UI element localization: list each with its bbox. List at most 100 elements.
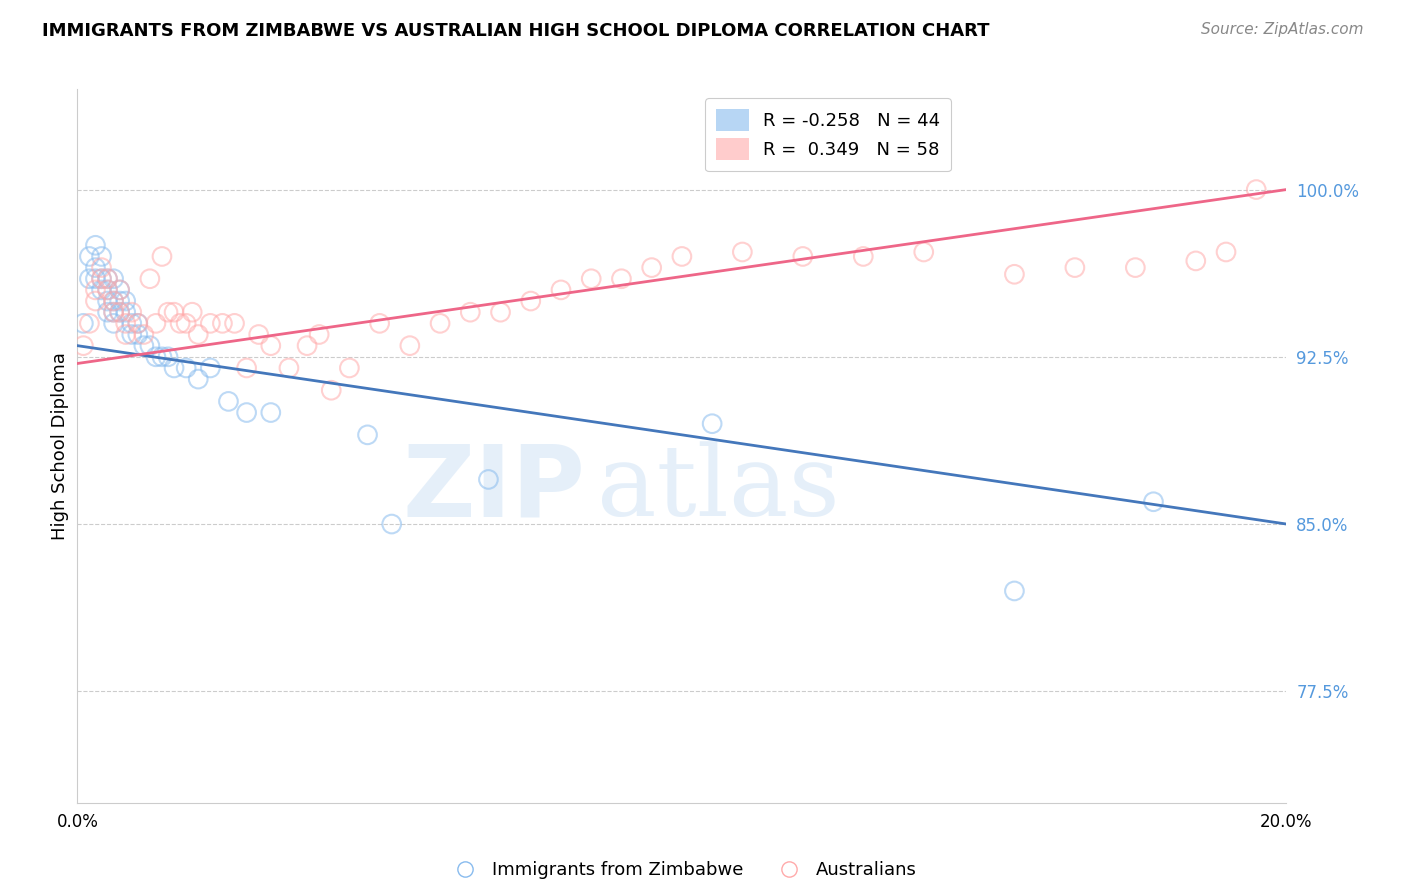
Point [139,272,162,286]
Point [96,283,118,297]
Point [702,417,724,431]
Point [90,272,112,286]
Point [103,305,125,319]
Point [108,293,131,308]
Point [1142,494,1164,508]
Point [381,517,404,532]
Point [337,361,360,376]
Point [114,327,136,342]
Point [114,293,136,308]
Point [912,244,935,259]
Point [1004,584,1026,599]
Point [72,338,94,352]
Point [211,317,233,331]
Point [321,384,343,398]
Point [103,293,125,308]
Point [84,283,107,297]
Point [260,405,283,419]
Point [174,361,197,376]
Point [96,272,118,286]
Point [641,260,664,275]
Point [181,305,204,319]
Point [1246,182,1268,196]
Point [79,272,101,286]
Point [108,305,131,319]
Point [84,260,107,275]
Point [792,250,814,264]
Point [121,317,143,331]
Point [308,327,330,342]
Point [96,305,118,319]
Point [84,238,107,252]
Point [610,272,633,286]
Point [1184,254,1206,268]
Point [127,317,149,331]
Point [368,317,391,331]
Point [90,283,112,297]
Y-axis label: High School Diploma: High School Diploma [51,352,69,540]
Point [260,338,283,352]
Point [132,327,155,342]
Point [145,317,167,331]
Text: ZIP: ZIP [402,441,585,537]
Point [103,272,125,286]
Point [224,317,246,331]
Point [200,361,222,376]
Point [103,293,125,308]
Point [127,327,149,342]
Point [96,283,118,297]
Point [477,473,499,487]
Point [84,293,107,308]
Point [1064,260,1087,275]
Point [247,327,270,342]
Point [163,361,186,376]
Point [1004,268,1026,282]
Point [520,293,543,308]
Point [108,305,131,319]
Point [150,250,173,264]
Point [84,272,107,286]
Text: atlas: atlas [598,441,839,537]
Point [163,305,186,319]
Point [550,283,572,297]
Point [174,317,197,331]
Text: IMMIGRANTS FROM ZIMBABWE VS AUSTRALIAN HIGH SCHOOL DIPLOMA CORRELATION CHART: IMMIGRANTS FROM ZIMBABWE VS AUSTRALIAN H… [42,22,990,40]
Point [187,372,209,386]
Point [79,317,101,331]
Point [108,283,131,297]
Point [399,338,422,352]
Point [90,260,112,275]
Point [295,338,318,352]
Point [127,317,149,331]
Point [1215,244,1237,259]
Point [489,305,512,319]
Point [429,317,451,331]
Point [200,317,222,331]
Point [90,272,112,286]
Point [356,427,378,442]
Point [157,350,180,364]
Point [139,338,162,352]
Point [114,305,136,319]
Point [150,350,173,364]
Point [96,272,118,286]
Point [103,317,125,331]
Legend: Immigrants from Zimbabwe, Australians: Immigrants from Zimbabwe, Australians [440,855,924,887]
Point [218,394,240,409]
Point [121,327,143,342]
Point [121,305,143,319]
Point [278,361,301,376]
Point [96,293,118,308]
Point [72,317,94,331]
Point [132,338,155,352]
Point [731,244,754,259]
Point [671,250,693,264]
Point [169,317,191,331]
Point [187,327,209,342]
Text: Source: ZipAtlas.com: Source: ZipAtlas.com [1201,22,1364,37]
Point [157,305,180,319]
Point [145,350,167,364]
Point [1123,260,1146,275]
Point [108,283,131,297]
Point [114,317,136,331]
